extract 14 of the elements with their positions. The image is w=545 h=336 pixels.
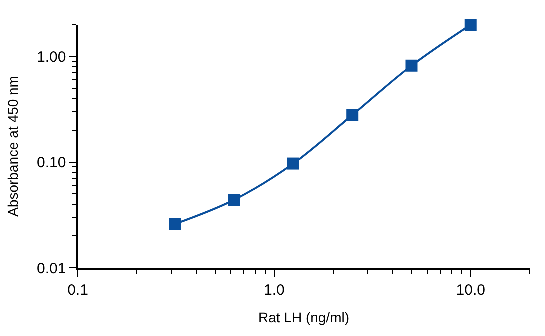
point — [228, 194, 240, 206]
x-tick-label: 1.0 — [264, 282, 285, 299]
point — [287, 158, 300, 170]
x-axis-title: Rat LH (ng/ml) — [258, 310, 350, 326]
point — [406, 60, 418, 72]
point — [464, 19, 477, 31]
point — [169, 218, 182, 230]
y-tick-label: 0.10 — [37, 154, 66, 172]
y-axis-title: Absorbance at 450 nm — [5, 76, 22, 217]
x-tick-label: 10.0 — [456, 282, 486, 299]
x-tick-label: 0.1 — [68, 282, 88, 299]
y-tick-label: 1.00 — [37, 49, 66, 66]
point — [346, 109, 359, 122]
y-tick-label: 0.01 — [37, 260, 66, 278]
